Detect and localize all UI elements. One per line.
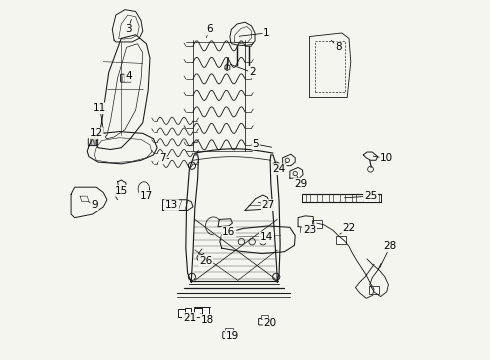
Text: 11: 11 xyxy=(93,103,106,113)
Text: 21: 21 xyxy=(183,313,196,323)
Text: 14: 14 xyxy=(260,232,273,242)
Text: 12: 12 xyxy=(90,129,103,138)
Text: 3: 3 xyxy=(125,24,132,35)
Text: 22: 22 xyxy=(343,224,356,233)
FancyBboxPatch shape xyxy=(259,319,270,325)
FancyBboxPatch shape xyxy=(178,309,185,318)
Text: 5: 5 xyxy=(252,139,259,149)
FancyBboxPatch shape xyxy=(261,315,268,319)
Text: 18: 18 xyxy=(201,315,214,325)
FancyBboxPatch shape xyxy=(202,307,210,316)
FancyBboxPatch shape xyxy=(225,328,233,333)
Text: 29: 29 xyxy=(294,179,307,189)
Text: 15: 15 xyxy=(115,186,128,196)
FancyBboxPatch shape xyxy=(368,286,379,294)
Text: 17: 17 xyxy=(140,191,153,201)
Text: 20: 20 xyxy=(264,319,277,328)
FancyBboxPatch shape xyxy=(312,220,322,228)
FancyBboxPatch shape xyxy=(223,332,235,338)
Text: 25: 25 xyxy=(364,191,377,201)
Text: 4: 4 xyxy=(125,71,132,81)
Text: 13: 13 xyxy=(165,200,178,210)
FancyBboxPatch shape xyxy=(195,308,201,318)
Text: 1: 1 xyxy=(263,28,270,38)
Text: 27: 27 xyxy=(262,200,275,210)
Text: 2: 2 xyxy=(249,67,255,77)
Text: 10: 10 xyxy=(380,153,393,163)
FancyBboxPatch shape xyxy=(337,236,346,244)
FancyBboxPatch shape xyxy=(186,309,191,316)
Text: 23: 23 xyxy=(303,225,316,235)
Text: 24: 24 xyxy=(272,164,286,174)
Text: 9: 9 xyxy=(91,200,98,210)
Text: 16: 16 xyxy=(222,227,236,237)
FancyBboxPatch shape xyxy=(121,74,131,82)
Text: 26: 26 xyxy=(199,256,212,266)
Text: 28: 28 xyxy=(384,241,397,251)
Text: 6: 6 xyxy=(206,24,213,35)
Text: 19: 19 xyxy=(226,331,239,341)
FancyBboxPatch shape xyxy=(88,138,98,145)
Text: 8: 8 xyxy=(335,42,342,52)
Text: 7: 7 xyxy=(159,153,166,163)
